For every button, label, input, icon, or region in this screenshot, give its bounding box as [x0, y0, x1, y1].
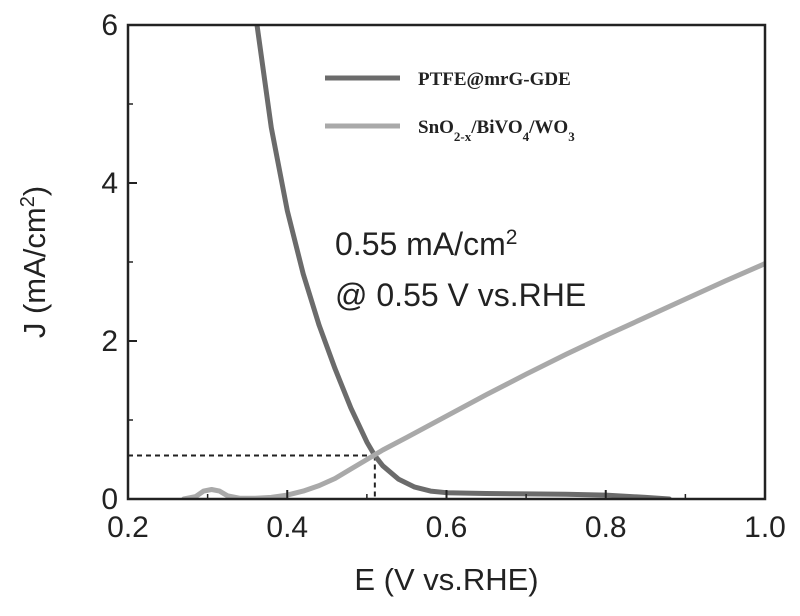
- series-line-1: [254, 25, 672, 499]
- legend-label-part: PTFE@mrG-GDE: [418, 69, 571, 90]
- axis-tick-labels: 0.2 0.4 0.6 0.8 1.0 0 2 4 6: [101, 9, 786, 544]
- legend-label-part: /WO: [528, 117, 568, 138]
- plot-frame: [126, 23, 767, 501]
- series-line-2: [181, 261, 765, 499]
- legend-label-part: 2-x: [454, 129, 472, 144]
- annotation-value: 0.55 mA/cm: [335, 226, 506, 262]
- legend-label-part: 3: [568, 129, 575, 144]
- legend-label-part: /BiVO: [470, 117, 522, 138]
- annotation-value-sup: 2: [506, 226, 518, 249]
- y-tick-label: 4: [101, 167, 118, 200]
- y-tick-label: 6: [101, 9, 118, 42]
- annotation: 0.55 mA/cm2 @ 0.55 V vs.RHE: [335, 226, 586, 314]
- x-tick-label: 0.4: [266, 511, 308, 544]
- x-axis-title: E (V vs.RHE): [354, 562, 538, 597]
- legend-label-1: PTFE@mrG-GDE: [418, 69, 571, 90]
- series-layer: [181, 25, 765, 499]
- legend-label-part: 4: [523, 129, 530, 144]
- y-axis-title-sup: 2: [17, 196, 39, 207]
- axis-ticks: [127, 24, 766, 500]
- y-axis-title-close: ): [17, 186, 52, 196]
- x-tick-label: 1.0: [744, 511, 786, 544]
- x-tick-label: 0.8: [585, 511, 627, 544]
- legend-label-2: SnO2-x/BiVO4/WO3: [418, 117, 575, 144]
- annotation-line-2: @ 0.55 V vs.RHE: [335, 277, 586, 313]
- y-tick-label: 0: [101, 483, 118, 516]
- y-axis-title-main: J (mA/cm: [17, 207, 52, 338]
- x-tick-label: 0.2: [107, 511, 149, 544]
- legend: PTFE@mrG-GDE SnO2-x/BiVO4/WO3: [325, 69, 575, 144]
- x-tick-label: 0.6: [426, 511, 468, 544]
- reference-guides: [128, 454, 376, 499]
- y-tick-label: 2: [101, 325, 118, 358]
- annotation-line-1: 0.55 mA/cm2: [335, 226, 517, 263]
- legend-label-part: SnO: [418, 117, 454, 138]
- y-axis-title: J (mA/cm2): [17, 186, 52, 338]
